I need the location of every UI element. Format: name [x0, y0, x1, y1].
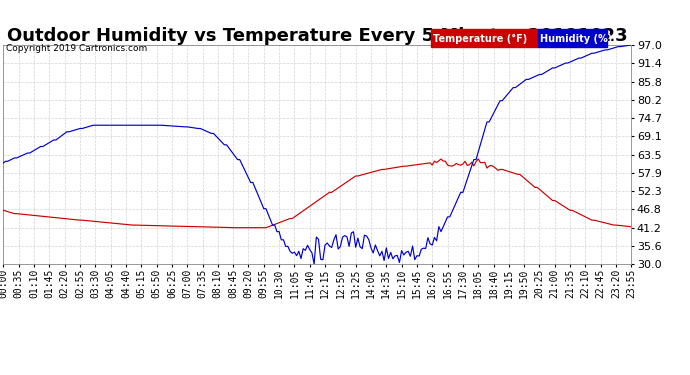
- Text: Copyright 2019 Cartronics.com: Copyright 2019 Cartronics.com: [6, 44, 147, 52]
- Text: Humidity (%): Humidity (%): [540, 34, 613, 44]
- Text: Temperature (°F): Temperature (°F): [433, 34, 528, 44]
- Title: Outdoor Humidity vs Temperature Every 5 Minutes 20191023: Outdoor Humidity vs Temperature Every 5 …: [7, 27, 628, 45]
